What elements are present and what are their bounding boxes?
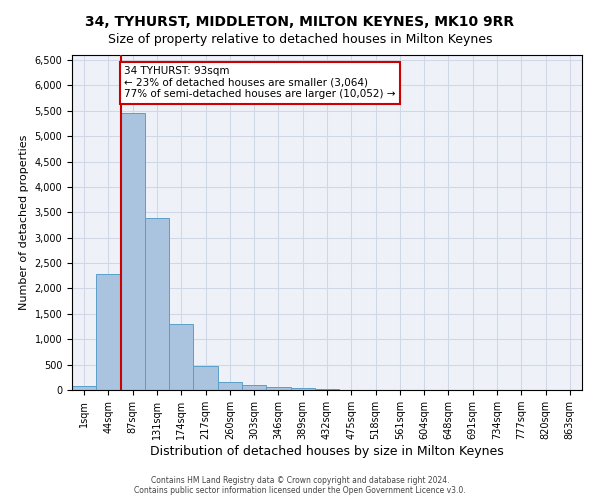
Y-axis label: Number of detached properties: Number of detached properties — [19, 135, 29, 310]
Text: Contains HM Land Registry data © Crown copyright and database right 2024.
Contai: Contains HM Land Registry data © Crown c… — [134, 476, 466, 495]
Bar — [72, 386, 96, 390]
X-axis label: Distribution of detached houses by size in Milton Keynes: Distribution of detached houses by size … — [150, 445, 504, 458]
Bar — [266, 386, 290, 390]
Bar — [193, 366, 218, 390]
Bar — [121, 114, 145, 390]
Bar — [169, 324, 193, 390]
Bar — [290, 388, 315, 390]
Text: 34, TYHURST, MIDDLETON, MILTON KEYNES, MK10 9RR: 34, TYHURST, MIDDLETON, MILTON KEYNES, M… — [85, 15, 515, 29]
Bar — [218, 382, 242, 390]
Bar — [242, 384, 266, 390]
Bar — [145, 218, 169, 390]
Text: 34 TYHURST: 93sqm
← 23% of detached houses are smaller (3,064)
77% of semi-detac: 34 TYHURST: 93sqm ← 23% of detached hous… — [124, 66, 396, 100]
Text: Size of property relative to detached houses in Milton Keynes: Size of property relative to detached ho… — [108, 32, 492, 46]
Bar — [96, 274, 121, 390]
